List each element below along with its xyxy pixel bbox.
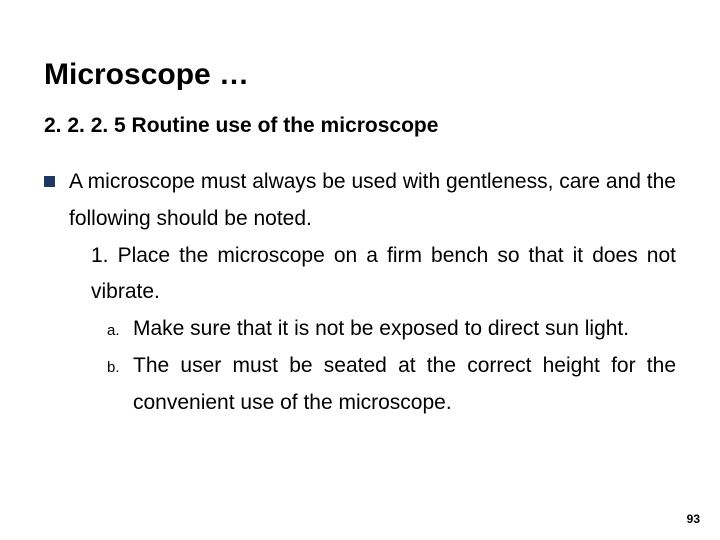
numbered-item: 1. Place the microscope on a firm bench … — [69, 238, 676, 312]
sub-text: The user must be seated at the correct h… — [133, 348, 676, 422]
section-heading: 2. 2. 2. 5 Routine use of the microscope — [44, 114, 676, 138]
page-title: Microscope … — [44, 58, 676, 92]
sub-item-a: a. Make sure that it is not be exposed t… — [69, 311, 676, 348]
sub-marker: a. — [107, 318, 133, 344]
intro-text: A microscope must always be used with ge… — [69, 170, 676, 230]
body-text: A microscope must always be used with ge… — [44, 164, 676, 421]
sub-marker: b. — [107, 355, 133, 381]
slide: Microscope … 2. 2. 2. 5 Routine use of t… — [0, 0, 720, 421]
sub-item-b: b. The user must be seated at the correc… — [69, 348, 676, 422]
sub-text: Make sure that it is not be exposed to d… — [133, 311, 676, 348]
page-number: 93 — [687, 512, 700, 526]
bullet-content: A microscope must always be used with ge… — [69, 164, 676, 421]
square-bullet-icon — [44, 176, 55, 187]
bullet-item: A microscope must always be used with ge… — [44, 164, 676, 421]
